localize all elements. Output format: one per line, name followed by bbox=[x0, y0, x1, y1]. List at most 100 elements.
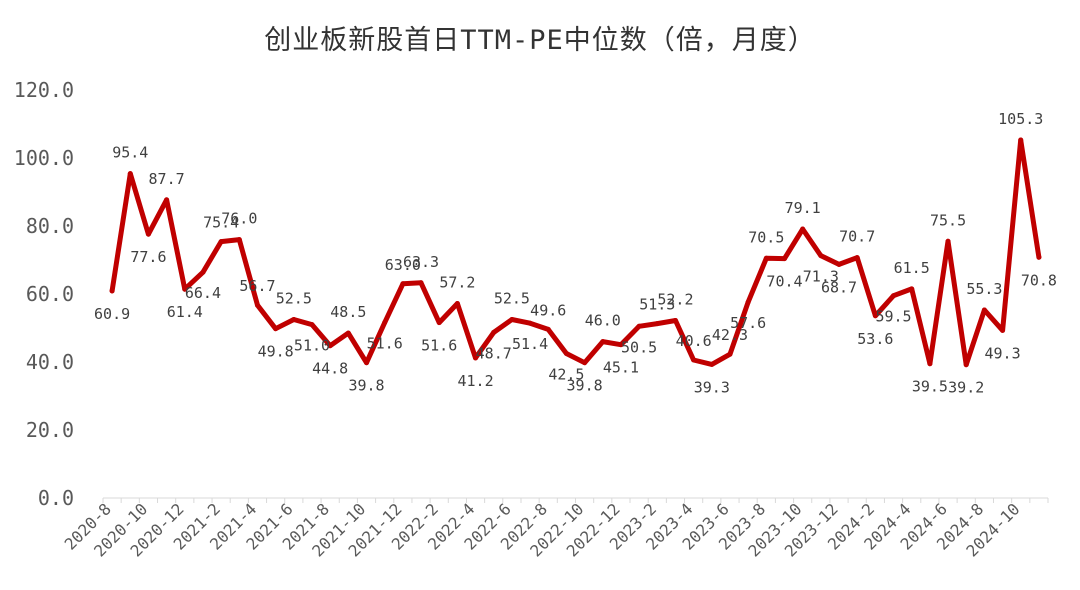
data-point bbox=[200, 269, 206, 275]
data-point bbox=[182, 286, 188, 292]
data-point bbox=[981, 307, 987, 313]
data-point bbox=[891, 293, 897, 299]
data-point bbox=[364, 360, 370, 366]
data-label: 105.3 bbox=[998, 110, 1043, 128]
data-label: 39.3 bbox=[694, 378, 730, 396]
data-label: 60.9 bbox=[94, 305, 130, 323]
data-label: 61.5 bbox=[894, 259, 930, 277]
data-label: 66.4 bbox=[185, 284, 221, 302]
data-label: 75.4 bbox=[203, 214, 239, 232]
data-point bbox=[672, 318, 678, 324]
data-point bbox=[454, 301, 460, 307]
data-label: 63.3 bbox=[403, 253, 439, 271]
data-point bbox=[436, 320, 442, 326]
data-point bbox=[400, 281, 406, 287]
data-point bbox=[781, 256, 787, 262]
data-point bbox=[164, 197, 170, 203]
data-point bbox=[273, 326, 279, 332]
data-label: 48.7 bbox=[476, 344, 512, 362]
data-label: 68.7 bbox=[821, 278, 857, 296]
data-label: 39.8 bbox=[567, 377, 603, 395]
data-point bbox=[309, 322, 315, 328]
data-point bbox=[1036, 254, 1042, 260]
data-label: 70.4 bbox=[766, 273, 802, 291]
data-point bbox=[345, 330, 351, 336]
data-label: 55.3 bbox=[966, 280, 1002, 298]
data-label: 61.4 bbox=[167, 303, 203, 321]
data-label: 46.0 bbox=[585, 312, 621, 330]
data-point bbox=[818, 253, 824, 259]
data-label: 76.0 bbox=[221, 210, 257, 228]
data-label: 48.5 bbox=[330, 303, 366, 321]
data-point bbox=[291, 317, 297, 322]
data-point bbox=[709, 361, 715, 367]
data-point bbox=[327, 343, 333, 349]
data-point bbox=[636, 323, 642, 329]
data-point bbox=[654, 321, 660, 327]
data-label: 56.7 bbox=[239, 277, 275, 295]
data-point bbox=[800, 226, 806, 232]
data-label: 75.5 bbox=[930, 211, 966, 229]
data-label: 49.3 bbox=[985, 344, 1021, 362]
data-point bbox=[945, 238, 951, 244]
data-point bbox=[491, 329, 497, 335]
data-point bbox=[854, 255, 860, 261]
data-label: 70.7 bbox=[839, 228, 875, 246]
data-label: 44.8 bbox=[312, 360, 348, 378]
data-label: 52.5 bbox=[276, 290, 312, 308]
data-point bbox=[109, 288, 115, 294]
data-label: 71.3 bbox=[803, 268, 839, 286]
data-label: 79.1 bbox=[785, 199, 821, 217]
data-point bbox=[1000, 327, 1006, 333]
data-label: 41.2 bbox=[457, 372, 493, 390]
data-point bbox=[254, 302, 260, 308]
data-label: 40.6 bbox=[676, 332, 712, 350]
data-point bbox=[218, 239, 224, 245]
data-point bbox=[509, 317, 515, 322]
data-label: 39.5 bbox=[912, 378, 948, 396]
data-point bbox=[473, 355, 479, 361]
data-point bbox=[145, 231, 151, 237]
data-label: 95.4 bbox=[112, 144, 148, 162]
data-point bbox=[527, 320, 533, 326]
data-point bbox=[382, 320, 388, 326]
y-tick-label: 0.0 bbox=[38, 486, 74, 510]
data-label: 51.6 bbox=[421, 337, 457, 355]
series-line bbox=[109, 137, 1042, 368]
data-label: 52.2 bbox=[657, 291, 693, 309]
data-label: 63.0 bbox=[385, 256, 421, 274]
data-label: 52.5 bbox=[494, 290, 530, 308]
y-tick-label: 40.0 bbox=[26, 350, 74, 374]
data-point bbox=[963, 362, 969, 368]
data-point bbox=[127, 171, 133, 177]
data-point bbox=[691, 357, 697, 363]
data-point bbox=[418, 280, 424, 286]
data-label: 51.4 bbox=[512, 335, 548, 353]
data-label: 42.5 bbox=[548, 366, 584, 384]
data-label: 53.6 bbox=[857, 330, 893, 348]
data-point bbox=[909, 286, 915, 292]
data-label: 51.6 bbox=[367, 335, 403, 353]
data-label: 70.5 bbox=[748, 228, 784, 246]
y-tick-label: 120.0 bbox=[14, 78, 74, 102]
y-tick-label: 100.0 bbox=[14, 146, 74, 170]
data-point bbox=[763, 255, 769, 261]
data-point bbox=[563, 351, 569, 356]
data-label: 39.8 bbox=[348, 377, 384, 395]
y-tick-label: 80.0 bbox=[26, 214, 74, 238]
data-label: 39.2 bbox=[948, 379, 984, 397]
data-label: 70.8 bbox=[1021, 271, 1057, 289]
data-point bbox=[618, 342, 624, 348]
data-point bbox=[600, 339, 606, 345]
data-label: 87.7 bbox=[149, 170, 185, 188]
data-label: 57.6 bbox=[730, 314, 766, 332]
data-label: 42.3 bbox=[712, 326, 748, 344]
data-point bbox=[927, 361, 933, 367]
data-label: 51.3 bbox=[639, 296, 675, 314]
data-label: 51.0 bbox=[294, 337, 330, 355]
data-point bbox=[545, 326, 551, 332]
data-label: 49.6 bbox=[530, 301, 566, 319]
data-point bbox=[836, 261, 842, 267]
